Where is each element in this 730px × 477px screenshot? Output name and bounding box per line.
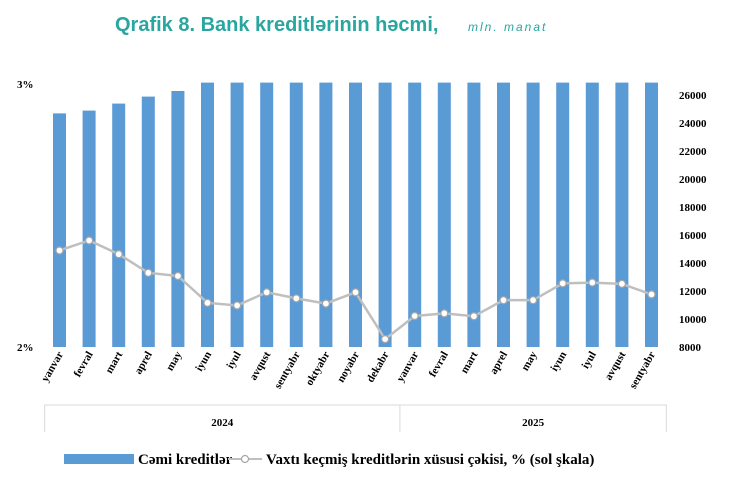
legend-bar-label: Cəmi kreditlər bbox=[138, 452, 233, 468]
line-point-14 bbox=[469, 312, 478, 321]
line-point-11 bbox=[381, 335, 390, 344]
line-point-8 bbox=[292, 294, 301, 303]
bar-14 bbox=[467, 82, 481, 347]
bar-0 bbox=[53, 113, 66, 348]
bar-11 bbox=[378, 82, 392, 347]
x-axis-years: 2024 2025 bbox=[44, 404, 667, 432]
x-axis-categories: yanvar fevral mart aprel may iyun iyul avqustse… bbox=[39, 349, 658, 391]
category-label-7: avqust bbox=[247, 349, 273, 382]
right-tick-0: 8000 bbox=[679, 342, 702, 354]
bar-3 bbox=[141, 96, 155, 347]
bar-15 bbox=[497, 82, 510, 347]
line-point-0 bbox=[55, 246, 64, 255]
category-label-18: iyul bbox=[580, 350, 599, 371]
bar-8 bbox=[289, 82, 303, 347]
legend-line-label: Vaxtı keçmiş kreditlərin xüsusi çəkisi, … bbox=[266, 452, 594, 468]
line-point-15 bbox=[499, 296, 508, 305]
category-label-11: dekabr bbox=[364, 349, 391, 384]
legend-line-marker bbox=[240, 454, 250, 464]
category-label-19: avqust bbox=[603, 349, 629, 382]
bar-10 bbox=[349, 82, 362, 347]
category-label-2: mart bbox=[103, 349, 125, 375]
category-label-13: fevral bbox=[427, 350, 451, 380]
category-label-0: yanvar bbox=[39, 349, 66, 384]
line-point-18 bbox=[588, 278, 597, 287]
category-label-4: may bbox=[164, 349, 185, 373]
category-label-8: sentyabr bbox=[272, 349, 303, 391]
chart-unit: mln. manat bbox=[468, 20, 547, 34]
right-tick-6: 20000 bbox=[679, 174, 707, 186]
line-point-3 bbox=[144, 268, 153, 277]
category-label-17: iyun bbox=[549, 350, 570, 374]
bar-6 bbox=[230, 82, 244, 347]
left-axis: 2% 3% bbox=[17, 79, 34, 354]
category-label-5: iyun bbox=[193, 350, 214, 374]
line-point-7 bbox=[262, 288, 271, 297]
left-tick-0: 2% bbox=[17, 342, 34, 354]
category-label-14: mart bbox=[458, 349, 480, 375]
category-label-16: may bbox=[519, 349, 540, 373]
line-point-1 bbox=[84, 236, 94, 245]
line-series bbox=[55, 236, 656, 344]
line-point-6 bbox=[233, 301, 242, 310]
line-point-12 bbox=[410, 311, 419, 321]
bar-9 bbox=[319, 82, 333, 347]
line-point-19 bbox=[617, 279, 627, 288]
bar-19 bbox=[615, 82, 629, 347]
line-point-16 bbox=[528, 296, 538, 305]
bar-4 bbox=[171, 90, 185, 347]
bar-17 bbox=[556, 82, 570, 347]
bar-12 bbox=[408, 82, 422, 347]
category-label-10: noyabr bbox=[335, 349, 362, 384]
right-axis: 8000 10000 12000 14000 16000 18000 20000 22000 2… bbox=[679, 90, 707, 354]
line-point-17 bbox=[558, 279, 567, 288]
line-point-10 bbox=[351, 288, 360, 297]
right-tick-5: 18000 bbox=[679, 202, 707, 214]
line-point-5 bbox=[203, 298, 212, 307]
line-point-9 bbox=[321, 299, 330, 308]
line-point-2 bbox=[114, 250, 123, 259]
right-tick-4: 16000 bbox=[679, 230, 707, 242]
right-tick-9: 26000 bbox=[679, 90, 707, 102]
line-point-20 bbox=[647, 290, 656, 299]
category-label-20: sentyabr bbox=[627, 349, 658, 391]
right-tick-3: 14000 bbox=[679, 258, 707, 270]
year-label-0: 2024 bbox=[211, 417, 234, 429]
category-label-9: oktyabr bbox=[303, 349, 332, 387]
legend-bar-swatch bbox=[64, 454, 134, 464]
year-label-1: 2025 bbox=[522, 417, 545, 429]
left-tick-1: 3% bbox=[17, 79, 34, 91]
bar-5 bbox=[201, 82, 214, 347]
legend: Cəmi kreditlər Vaxtı keçmiş kreditlərin … bbox=[64, 452, 594, 468]
bar-13 bbox=[437, 82, 451, 347]
bar-16 bbox=[526, 82, 540, 347]
line-point-4 bbox=[173, 271, 182, 281]
bar-series bbox=[53, 82, 658, 348]
category-label-6: iyul bbox=[224, 350, 243, 371]
right-tick-8: 24000 bbox=[679, 118, 707, 130]
right-tick-2: 12000 bbox=[679, 286, 707, 298]
bar-7 bbox=[260, 82, 274, 347]
right-tick-1: 10000 bbox=[679, 314, 707, 326]
category-label-3: aprel bbox=[132, 350, 155, 377]
bar-2 bbox=[112, 103, 126, 347]
chart-title: Qrafik 8. Bank kreditlərinin həcmi, bbox=[115, 14, 438, 36]
category-label-12: yanvar bbox=[394, 349, 421, 384]
category-label-1: fevral bbox=[72, 350, 96, 380]
line-point-13 bbox=[440, 309, 449, 318]
category-label-15: aprel bbox=[488, 350, 511, 377]
bar-20 bbox=[645, 82, 658, 347]
right-tick-7: 22000 bbox=[679, 146, 707, 158]
bar-18 bbox=[585, 82, 599, 347]
bar-1 bbox=[82, 110, 96, 347]
